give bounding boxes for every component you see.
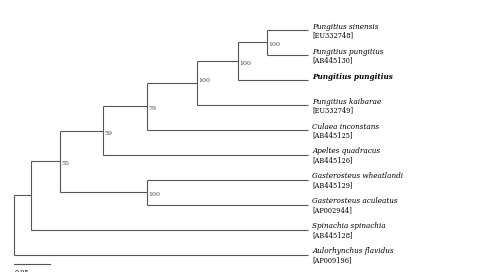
Text: Pungitius pungitius: Pungitius pungitius xyxy=(312,73,394,81)
Text: 100: 100 xyxy=(148,192,160,197)
Text: [AB445125]: [AB445125] xyxy=(312,131,353,139)
Text: 100: 100 xyxy=(198,78,210,83)
Text: [AB445128]: [AB445128] xyxy=(312,231,353,239)
Text: Pungitius kaibarae: Pungitius kaibarae xyxy=(312,98,382,106)
Text: Gasterosteus wheatlandi: Gasterosteus wheatlandi xyxy=(312,172,404,180)
Text: Apeltes quadracus: Apeltes quadracus xyxy=(312,147,380,156)
Text: 100: 100 xyxy=(240,61,252,66)
Text: [AP009196]: [AP009196] xyxy=(312,256,352,264)
Text: [AB445126]: [AB445126] xyxy=(312,156,353,164)
Text: 100: 100 xyxy=(268,42,280,47)
Text: [EU332749]: [EU332749] xyxy=(312,106,354,114)
Text: Spinachia spinachia: Spinachia spinachia xyxy=(312,222,386,230)
Text: Pungitius sinensis: Pungitius sinensis xyxy=(312,23,379,31)
Text: 0.05: 0.05 xyxy=(14,268,29,272)
Text: 59: 59 xyxy=(105,131,113,135)
Text: [EU332748]: [EU332748] xyxy=(312,32,354,39)
Text: [AB445129]: [AB445129] xyxy=(312,181,353,189)
Text: Aulorhynchus flavidus: Aulorhynchus flavidus xyxy=(312,247,394,255)
Text: Gasterosteus aculeatus: Gasterosteus aculeatus xyxy=(312,197,398,205)
Text: [AP002944]: [AP002944] xyxy=(312,206,352,214)
Text: Pungitius pungitius: Pungitius pungitius xyxy=(312,48,384,56)
Text: 79: 79 xyxy=(148,106,156,111)
Text: Culaea inconstans: Culaea inconstans xyxy=(312,122,380,131)
Text: 55: 55 xyxy=(62,161,70,166)
Text: [AB445130]: [AB445130] xyxy=(312,56,353,64)
